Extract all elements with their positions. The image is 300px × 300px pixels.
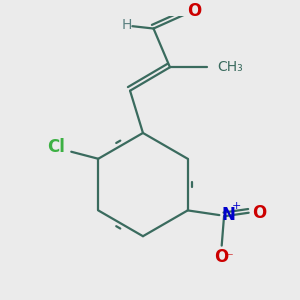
Text: H: H [121, 18, 132, 32]
Text: O: O [252, 204, 266, 222]
Text: +: + [232, 201, 242, 211]
Text: N: N [222, 206, 236, 224]
Text: O: O [188, 2, 202, 20]
Text: ⁻: ⁻ [226, 251, 233, 264]
Text: O: O [214, 248, 229, 266]
Text: Cl: Cl [47, 138, 65, 156]
Text: CH₃: CH₃ [217, 60, 243, 74]
